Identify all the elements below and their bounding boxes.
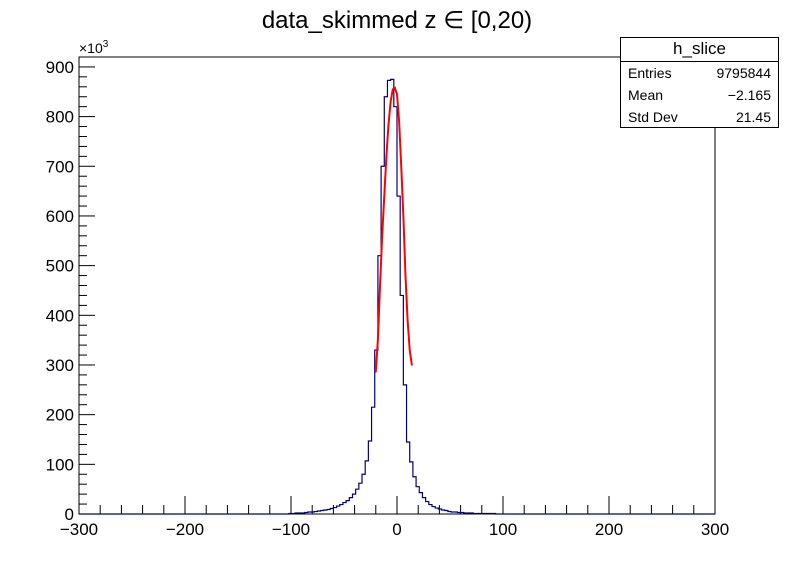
y-multiplier-label: ×103 xyxy=(79,39,109,56)
stats-row-mean: Mean −2.165 xyxy=(621,84,778,106)
fit-curve-point xyxy=(394,86,396,89)
fit-curve-point xyxy=(408,349,411,351)
fit-curve-point xyxy=(377,338,379,340)
histogram-bin xyxy=(391,79,394,514)
fit-curve-series xyxy=(374,86,413,373)
x-tick-label: 0 xyxy=(392,520,401,539)
fit-curve-point xyxy=(389,100,392,103)
x-axis: −300 −200 −100 0 100 200 300 xyxy=(60,496,729,539)
x-tick-label: −300 xyxy=(60,520,98,539)
y-tick-label: 500 xyxy=(46,257,74,276)
histogram-line xyxy=(79,78,715,515)
y-tick-label: 300 xyxy=(46,356,74,375)
stats-box-title: h_slice xyxy=(621,38,778,62)
fit-curve-point xyxy=(396,93,398,96)
stats-label: Entries xyxy=(628,65,672,81)
stats-label: Std Dev xyxy=(628,109,678,125)
fit-curve-point xyxy=(402,215,405,217)
histogram-series xyxy=(79,78,715,515)
x-tick-label: 100 xyxy=(489,520,517,539)
fit-curve-point xyxy=(381,235,383,237)
fit-curve-point xyxy=(406,319,409,322)
fit-curve-point xyxy=(400,165,403,168)
x-tick-label: 300 xyxy=(701,520,729,539)
stats-value: 21.45 xyxy=(735,109,771,125)
fit-curve-point xyxy=(383,195,386,197)
fit-curve-point xyxy=(411,364,413,366)
y-tick-label: 600 xyxy=(46,207,74,226)
stats-value: 9795844 xyxy=(716,65,771,81)
y-tick-label: 800 xyxy=(46,108,74,127)
x-tick-label: −200 xyxy=(166,520,204,539)
y-multiplier-exponent: 3 xyxy=(103,39,109,50)
stats-row-entries: Entries 9795844 xyxy=(621,62,778,84)
y-tick-label: 400 xyxy=(46,306,74,325)
fit-curve-point xyxy=(391,88,394,91)
y-tick-label: 100 xyxy=(46,455,74,474)
fit-curve-line xyxy=(374,86,413,372)
y-multiplier-base: ×10 xyxy=(79,40,103,56)
fit-curve-point xyxy=(398,120,400,123)
stats-value: −2.165 xyxy=(727,87,771,103)
y-tick-label: 200 xyxy=(46,406,74,425)
fit-curve-point xyxy=(404,274,407,277)
fit-curve-point xyxy=(385,155,388,158)
stats-box: h_slice Entries 9795844 Mean −2.165 Std … xyxy=(620,37,779,128)
stats-label: Mean xyxy=(628,87,664,103)
y-axis: 0 100 200 300 400 500 600 700 800 900 xyxy=(46,56,95,524)
fit-curve-point xyxy=(379,284,381,287)
chart-title: data_skimmed z ∈ [0,20) xyxy=(262,7,532,34)
y-tick-label: 700 xyxy=(46,157,74,176)
x-tick-label: 200 xyxy=(595,520,623,539)
y-tick-label: 0 xyxy=(65,505,74,524)
fit-curve-point xyxy=(375,371,377,373)
fit-curve-point xyxy=(387,123,390,125)
x-tick-label: −100 xyxy=(272,520,310,539)
y-tick-label: 900 xyxy=(46,58,74,77)
stats-row-std-dev: Std Dev 21.45 xyxy=(621,106,778,128)
